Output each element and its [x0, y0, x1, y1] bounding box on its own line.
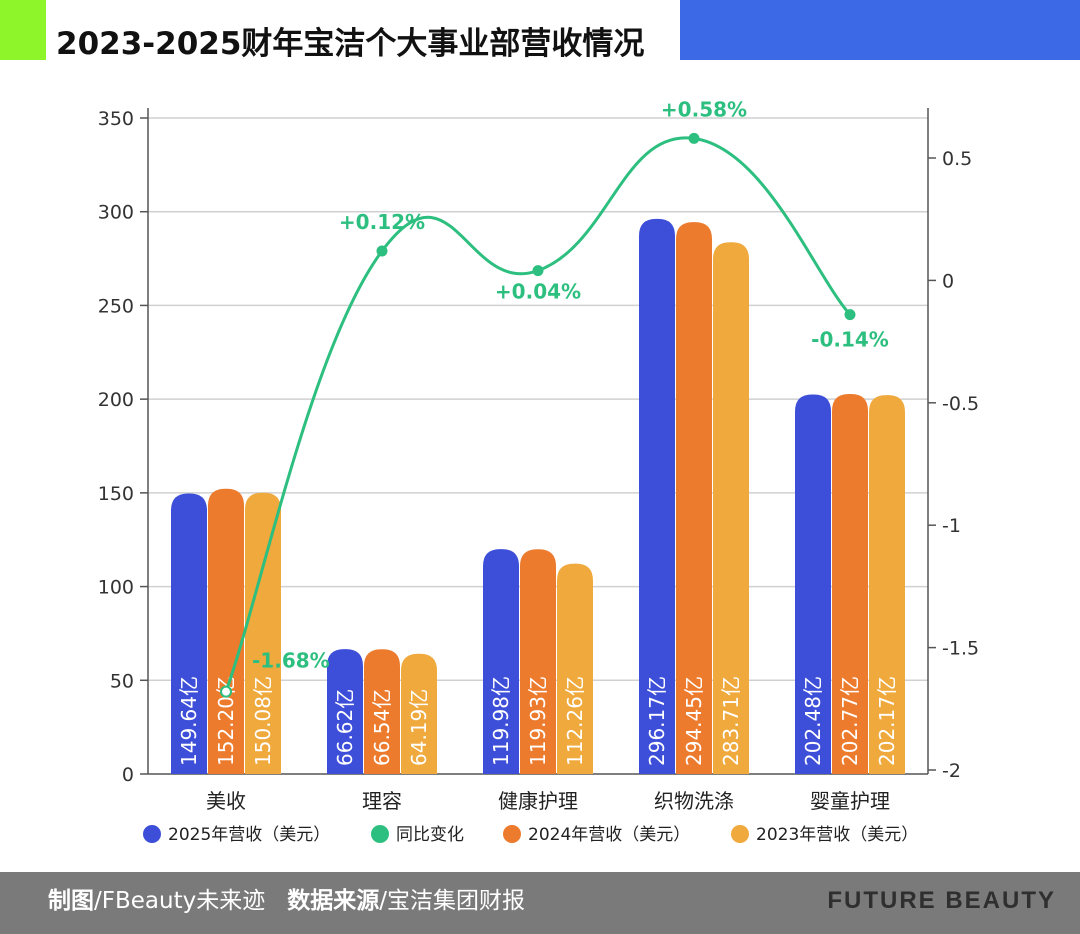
x-tick-label: 织物洗涤	[654, 789, 734, 813]
legend-label: 2023年营收（美元）	[756, 825, 918, 845]
legend-marker	[503, 825, 521, 843]
yoy-data-label: +0.58%	[661, 97, 747, 121]
bar-value-label: 119.93亿	[526, 676, 550, 766]
legend-marker	[731, 825, 749, 843]
bar-value-label: 112.26亿	[563, 676, 587, 766]
accent-bar-green	[0, 0, 46, 60]
bar-value-label: 202.77亿	[838, 676, 862, 766]
bar-value-label: 66.62亿	[333, 689, 357, 766]
y-right-tick-label: -1	[942, 515, 961, 537]
y-right-tick-label: -1.5	[942, 638, 979, 660]
bar	[832, 393, 868, 774]
bar	[401, 653, 437, 774]
brand-logo-text: FUTURE BEAUTY	[827, 887, 1056, 914]
bar	[557, 563, 593, 774]
y-left-tick-label: 50	[110, 670, 134, 692]
bar	[869, 395, 905, 774]
bar-value-label: 202.48亿	[801, 676, 825, 766]
bar-value-label: 150.08亿	[251, 676, 275, 766]
y-right-tick-label: -2	[942, 760, 961, 782]
legend-label: 2024年营收（美元）	[528, 825, 690, 845]
x-tick-label: 理容	[362, 789, 402, 813]
bar	[364, 649, 400, 774]
x-tick-label: 美收	[206, 789, 246, 813]
bar-value-label: 202.17亿	[875, 676, 899, 766]
y-left-tick-label: 100	[98, 577, 134, 599]
y-right-tick-label: 0	[942, 270, 954, 292]
legend-marker	[143, 825, 161, 843]
bar	[327, 649, 363, 774]
footer-credit: 制图/FBeauty未来迹 数据来源/宝洁集团财报	[48, 872, 525, 934]
bar-value-label: 294.45亿	[682, 676, 706, 766]
y-left-tick-label: 350	[98, 108, 134, 130]
bar-value-label: 283.71亿	[719, 676, 743, 766]
bar	[713, 242, 749, 774]
legend-label: 同比变化	[396, 825, 464, 845]
y-left-tick-label: 0	[122, 764, 134, 786]
x-tick-label: 健康护理	[498, 789, 578, 813]
bar	[483, 549, 519, 774]
yoy-data-label: +0.04%	[495, 280, 581, 304]
credit-value: /FBeauty未来迹	[94, 888, 266, 914]
credit-label: 制图	[48, 888, 94, 914]
yoy-point	[220, 685, 232, 698]
y-left-tick-label: 250	[98, 295, 134, 317]
yoy-data-label: -1.68%	[252, 649, 330, 673]
source-value: /宝洁集团财报	[379, 888, 525, 914]
y-left-tick-label: 200	[98, 389, 134, 411]
bar-value-label: 64.19亿	[407, 689, 431, 766]
x-tick-label: 婴童护理	[810, 789, 890, 813]
bar	[171, 493, 207, 774]
legend-label: 2025年营收（美元）	[168, 825, 330, 845]
bar	[520, 549, 556, 774]
bar	[245, 492, 281, 774]
legend-marker	[371, 825, 389, 843]
bar	[676, 222, 712, 774]
bar-value-label: 119.98亿	[489, 676, 513, 766]
bar-value-label: 149.64亿	[177, 676, 201, 766]
bar	[639, 218, 675, 774]
footer-bar: 制图/FBeauty未来迹 数据来源/宝洁集团财报 FUTURE BEAUTY	[0, 872, 1080, 934]
yoy-point	[376, 245, 388, 257]
bar	[795, 394, 831, 774]
y-right-tick-label: -0.5	[942, 393, 979, 415]
source-label: 数据来源	[287, 888, 380, 914]
yoy-data-label: -0.14%	[811, 328, 889, 352]
yoy-line-series	[224, 136, 852, 693]
chart-title: 2023-2025财年宝洁个大事业部营收情况	[56, 26, 645, 62]
yoy-point	[688, 132, 700, 144]
y-left-tick-label: 150	[98, 483, 134, 505]
yoy-data-label: +0.12%	[339, 210, 425, 234]
yoy-point	[532, 265, 544, 277]
bar-value-label: 296.17亿	[645, 676, 669, 766]
bar-value-label: 66.54亿	[370, 689, 394, 766]
yoy-point	[844, 309, 856, 321]
y-left-tick-label: 300	[98, 202, 134, 224]
bar	[208, 488, 244, 774]
y-right-tick-label: 0.5	[942, 148, 972, 170]
accent-bar-blue	[680, 0, 1080, 60]
